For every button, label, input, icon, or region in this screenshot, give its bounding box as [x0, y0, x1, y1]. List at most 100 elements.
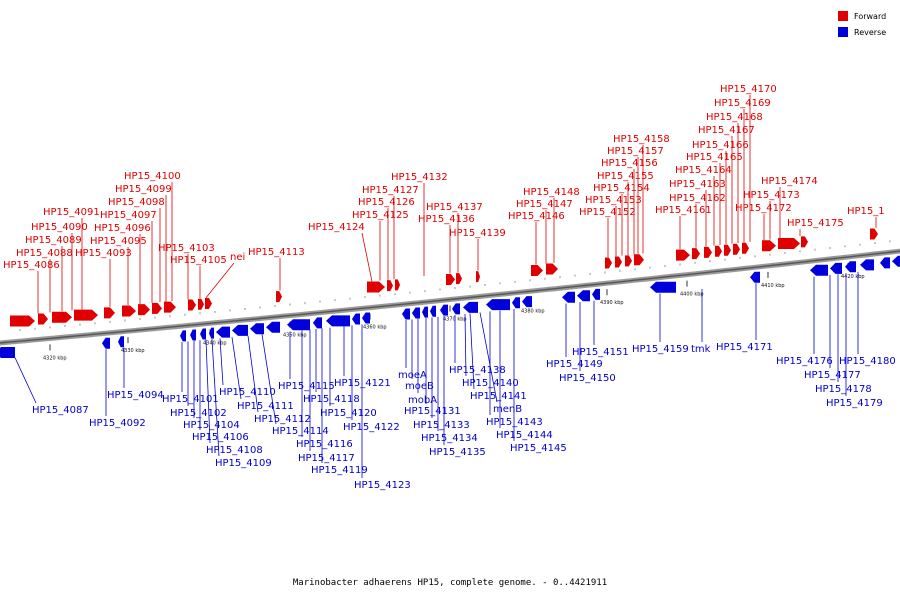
reverse-gene-19: [422, 306, 428, 318]
gene-label-hp15-4104: HP15_4104: [183, 420, 240, 431]
forward-gene-35: [801, 236, 808, 248]
gene-label-hp15-4167: HP15_4167: [698, 125, 755, 136]
gene-label-hp15-4094: HP15_4094: [107, 390, 164, 401]
gene-label-hp15-4143: HP15_4143: [486, 417, 543, 428]
leader-hp15-4140: [464, 313, 467, 377]
gene-label-hp15-4108: HP15_4108: [206, 445, 263, 456]
tick-label: 4350 kbp: [283, 333, 307, 339]
reverse-gene-29: [592, 288, 600, 300]
gene-label-hp15-4151: HP15_4151: [572, 347, 629, 358]
reverse-gene-27: [562, 291, 575, 303]
leader-nei: [205, 262, 235, 298]
forward-gene-8: [152, 302, 162, 314]
legend-forward-label: Forward: [854, 11, 887, 21]
forward-gene-2: [38, 313, 48, 325]
tick-label: 4420 kbp: [841, 274, 865, 280]
gene-label-hp15-4134: HP15_4134: [421, 433, 478, 444]
gene-label-hp15-4115: HP15_4115: [278, 381, 335, 392]
gene-label-hp15-4088: HP15_4088: [16, 248, 73, 259]
reverse-gene-13: [313, 317, 322, 329]
reverse-gene-31: [750, 271, 760, 283]
reverse-gene-1: [0, 347, 15, 359]
forward-gene-15: [387, 280, 393, 292]
gene-label-hp15-4161: HP15_4161: [655, 205, 712, 216]
backbone-line: [0, 250, 900, 344]
gene-label-hp15-4171: HP15_4171: [716, 342, 773, 353]
gene-label-hp15-4172: HP15_4172: [735, 203, 792, 214]
tick-label: 4330 kbp: [121, 348, 145, 354]
gene-labels: HP15_4086HP15_4088HP15_4089HP15_4090HP15…: [3, 84, 896, 491]
forward-gene-5: [104, 307, 115, 319]
tick-label: 4380 kbp: [521, 308, 545, 314]
forward-gene-25: [634, 254, 644, 266]
gene-label-hp15-4162: HP15_4162: [669, 193, 726, 204]
gene-label-hp15-4103: HP15_4103: [158, 243, 215, 254]
gene-label-hp15-4175: HP15_4175: [787, 218, 844, 229]
gene-label-hp15-4114: HP15_4114: [272, 426, 329, 437]
gene-label-hp15-4164: HP15_4164: [675, 165, 732, 176]
reverse-gene-18: [412, 307, 420, 319]
forward-gene-1: [10, 315, 35, 327]
gene-label-hp15-4109: HP15_4109: [215, 458, 272, 469]
gene-label-hp15-4089: HP15_4089: [25, 235, 82, 246]
gene-label-moeb: moeB: [405, 381, 434, 392]
gene-label-hp15-4087: HP15_4087: [32, 405, 89, 416]
gene-label-hp15-4113: HP15_4113: [248, 247, 305, 258]
forward-gene-6: [122, 305, 136, 317]
reverse-gene-16: [362, 312, 370, 324]
gene-label-hp15-4179: HP15_4179: [826, 398, 883, 409]
gene-label-hp15-1: HP15_1: [847, 206, 885, 217]
gene-label-hp15-4099: HP15_4099: [115, 184, 172, 195]
forward-gene-20: [531, 265, 543, 277]
gene-label-hp15-4168: HP15_4168: [706, 112, 763, 123]
gene-label-hp15-4146: HP15_4146: [508, 211, 565, 222]
gene-label-hp15-4095: HP15_4095: [90, 236, 147, 247]
gene-label-hp15-4177: HP15_4177: [804, 370, 861, 381]
gene-label-hp15-4173: HP15_4173: [743, 190, 800, 201]
gene-label-hp15-4106: HP15_4106: [192, 432, 249, 443]
reverse-gene-22: [452, 303, 460, 315]
gene-features: [0, 228, 900, 359]
forward-gene-9: [164, 301, 176, 313]
leader-hp15-4111: [231, 337, 242, 400]
forward-gene-10: [188, 299, 196, 311]
leader-hp15-4087: [14, 357, 37, 404]
leader-hp15-4124: [361, 232, 373, 282]
forward-gene-23: [615, 256, 622, 268]
gene-label-hp15-4096: HP15_4096: [94, 223, 151, 234]
map-caption: Marinobacter adhaerens HP15, complete ge…: [292, 578, 608, 588]
forward-swatch: [838, 11, 848, 21]
gene-label-hp15-4097: HP15_4097: [100, 210, 157, 221]
gene-label-hp15-4133: HP15_4133: [413, 420, 470, 431]
reverse-gene-4: [180, 330, 186, 342]
leader-hp15-4109: [211, 339, 220, 457]
forward-gene-28: [704, 246, 712, 258]
forward-gene-4: [74, 309, 98, 321]
forward-gene-16: [395, 279, 400, 291]
tick-label: 4320 kbp: [43, 355, 67, 361]
forward-gene-31: [733, 243, 740, 255]
gene-label-hp15-4156: HP15_4156: [601, 158, 658, 169]
forward-gene-22: [605, 257, 612, 269]
forward-gene-29: [715, 245, 722, 257]
legend-reverse: Reverse: [838, 24, 886, 40]
forward-gene-26: [676, 249, 690, 261]
gene-label-hp15-4105: HP15_4105: [170, 255, 227, 266]
gene-label-hp15-4121: HP15_4121: [334, 378, 391, 389]
reverse-gene-6: [200, 328, 206, 340]
gene-label-hp15-4125: HP15_4125: [352, 210, 409, 221]
reverse-gene-9: [232, 324, 248, 336]
gene-label-hp15-4127: HP15_4127: [362, 185, 419, 196]
forward-gene-27: [692, 248, 700, 260]
gene-label-hp15-4166: HP15_4166: [692, 140, 749, 151]
tick-label: 4410 kbp: [761, 283, 785, 289]
gene-label-hp15-4141: HP15_4141: [470, 391, 527, 402]
gene-label-hp15-4147: HP15_4147: [516, 199, 573, 210]
leader-hp15-4112: [247, 335, 259, 413]
reverse-gene-37: [892, 255, 900, 267]
gene-label-hp15-4152: HP15_4152: [579, 207, 636, 218]
forward-gene-14: [367, 281, 385, 293]
forward-gene-19: [476, 271, 480, 283]
reverse-gene-8: [216, 326, 230, 338]
